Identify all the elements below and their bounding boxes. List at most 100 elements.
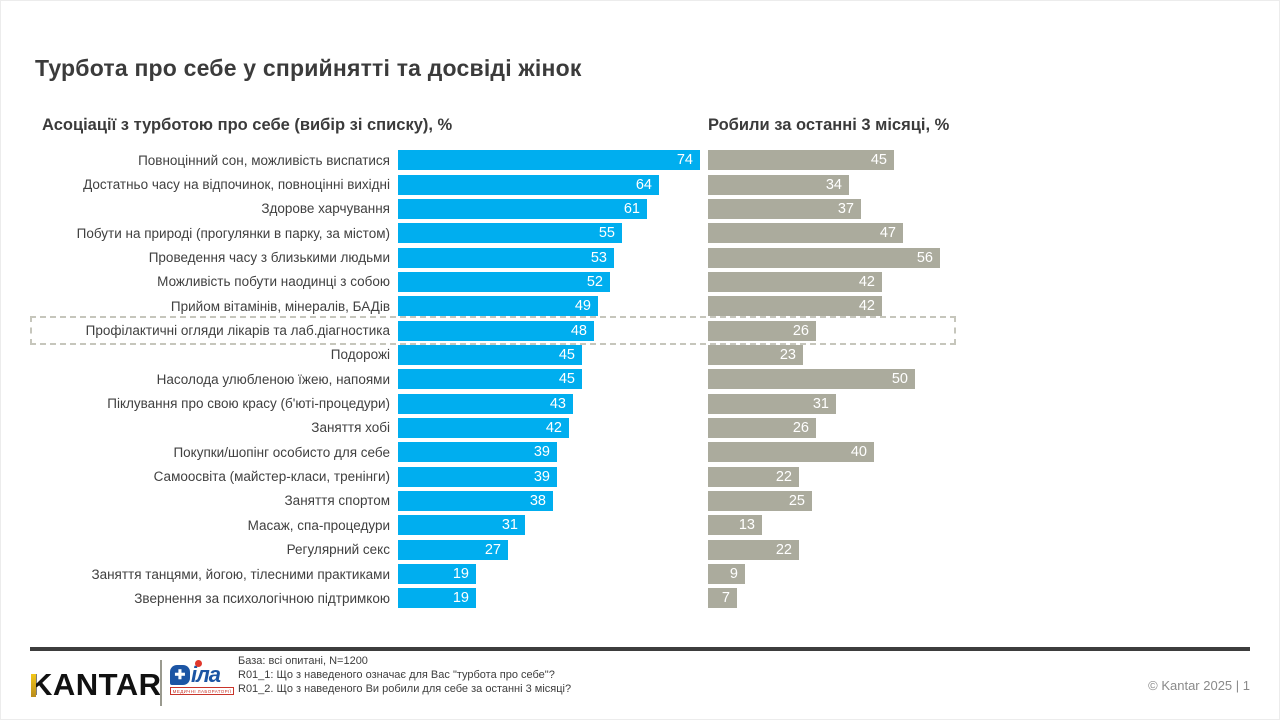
bar-value: 50 (891, 371, 908, 388)
bar-value: 53 (590, 249, 607, 266)
bar-value: 19 (452, 566, 469, 583)
bar-value: 31 (812, 395, 829, 412)
bar-value: 13 (738, 517, 755, 534)
bar-value: 52 (586, 273, 603, 290)
bar-value: 56 (916, 249, 933, 266)
track-recent: 47 (708, 223, 953, 244)
category-label: Заняття спортом (284, 493, 390, 509)
chart-rows: Повноцінний сон, можливість виспатися 74 4… (30, 148, 956, 611)
track-assoc: 52 (398, 271, 701, 292)
assoc-bar: 48 (398, 320, 594, 341)
footnotes: База: всі опитані, N=1200 R01_1: Що з на… (238, 654, 571, 696)
track-assoc: 45 (398, 344, 701, 365)
track-assoc: 74 (398, 150, 701, 171)
kantar-gold-bar-icon (31, 674, 36, 697)
category-label: Достатньо часу на відпочинок, повноцінні… (83, 177, 390, 193)
recent-bar: 22 (708, 466, 799, 487)
bar-value: 27 (484, 541, 501, 558)
kantar-logo-text: KANTAR (30, 667, 162, 702)
recent-bar: 25 (708, 490, 812, 511)
chart-row: Піклування про свою красу (б'юті-процеду… (33, 391, 953, 415)
track-assoc: 53 (398, 247, 701, 268)
track-assoc: 19 (398, 588, 701, 609)
recent-bar: 42 (708, 296, 882, 317)
track-assoc: 61 (398, 198, 701, 219)
question-note-2: R01_2. Що з наведеного Ви робили для себ… (238, 683, 572, 695)
chart-row: Здорове харчування 61 37 (33, 197, 953, 221)
assoc-bar: 27 (398, 539, 508, 560)
bar-value: 45 (558, 371, 575, 388)
recent-bar: 7 (708, 588, 737, 609)
assoc-bar: 39 (398, 442, 557, 463)
track-recent: 50 (708, 369, 953, 390)
bar-value: 39 (533, 468, 550, 485)
left-chart-title: Асоціації з турботою про себе (вибір зі … (42, 116, 453, 134)
track-recent: 56 (708, 247, 953, 268)
copyright-text: © Kantar 2025 | 1 (1148, 678, 1250, 693)
bar-value: 40 (850, 444, 867, 461)
recent-bar: 50 (708, 369, 915, 390)
track-recent: 13 (708, 515, 953, 536)
bar-value: 23 (779, 346, 796, 363)
track-assoc: 39 (398, 442, 701, 463)
recent-bar: 22 (708, 539, 799, 560)
bar-value: 39 (533, 444, 550, 461)
track-assoc: 31 (398, 515, 701, 536)
assoc-bar: 64 (398, 174, 659, 195)
chart-row: Масаж, спа-процедури 31 13 (33, 513, 953, 537)
chart-row: Насолода улюбленою їжею, напоями 45 50 (33, 367, 953, 391)
category-label: Самоосвіта (майстер-класи, тренінги) (153, 469, 390, 485)
category-label: Здорове харчування (261, 201, 390, 217)
track-recent: 34 (708, 174, 953, 195)
track-recent: 26 (708, 320, 953, 341)
bar-value: 9 (729, 566, 738, 583)
recent-bar: 42 (708, 271, 882, 292)
track-recent: 22 (708, 466, 953, 487)
base-note: База: всі опитані, N=1200 (238, 655, 368, 667)
track-assoc: 43 (398, 393, 701, 414)
recent-bar: 45 (708, 150, 894, 171)
track-assoc: 49 (398, 296, 701, 317)
logo-divider (160, 660, 162, 706)
bar-value: 64 (635, 176, 652, 193)
bar-value: 48 (570, 322, 587, 339)
assoc-bar: 42 (398, 417, 569, 438)
recent-bar: 23 (708, 344, 803, 365)
category-label: Масаж, спа-процедури (247, 517, 390, 533)
recent-bar: 47 (708, 223, 903, 244)
assoc-bar: 49 (398, 296, 598, 317)
bar-value: 25 (788, 492, 805, 509)
chart-row: Проведення часу з близькими людьми 53 56 (33, 245, 953, 269)
bar-value: 34 (825, 176, 842, 193)
track-assoc: 39 (398, 466, 701, 487)
bar-value: 26 (792, 322, 809, 339)
category-label: Піклування про свою красу (б'юті-процеду… (107, 396, 390, 412)
recent-bar: 9 (708, 564, 745, 585)
chart-row: Звернення за психологічною підтримкою 19 7 (33, 586, 953, 610)
assoc-bar: 43 (398, 393, 573, 414)
assoc-bar: 45 (398, 369, 582, 390)
bar-value: 55 (598, 225, 615, 242)
category-label: Проведення часу з близькими людьми (148, 250, 390, 266)
category-label: Подорожі (330, 347, 390, 363)
recent-bar: 26 (708, 320, 816, 341)
bar-value: 61 (623, 200, 640, 217)
bar-value: 45 (558, 346, 575, 363)
assoc-bar: 39 (398, 466, 557, 487)
page-title: Турбота про себе у сприйнятті та досвіді… (35, 55, 582, 82)
bar-value: 42 (545, 419, 562, 436)
track-assoc: 48 (398, 320, 701, 341)
recent-bar: 31 (708, 393, 836, 414)
bar-value: 22 (775, 541, 792, 558)
track-assoc: 45 (398, 369, 701, 390)
dila-tagline: МЕДИЧНІ ЛАБОРАТОРІЇ (170, 687, 234, 695)
bar-value: 31 (501, 517, 518, 534)
question-note-1: R01_1: Що з наведеного означає для Вас "… (238, 669, 555, 681)
category-label: Регулярний секс (286, 542, 390, 558)
track-assoc: 55 (398, 223, 701, 244)
assoc-bar: 53 (398, 247, 614, 268)
recent-bar: 34 (708, 174, 849, 195)
bar-value: 19 (452, 590, 469, 607)
bar-value: 47 (879, 225, 896, 242)
